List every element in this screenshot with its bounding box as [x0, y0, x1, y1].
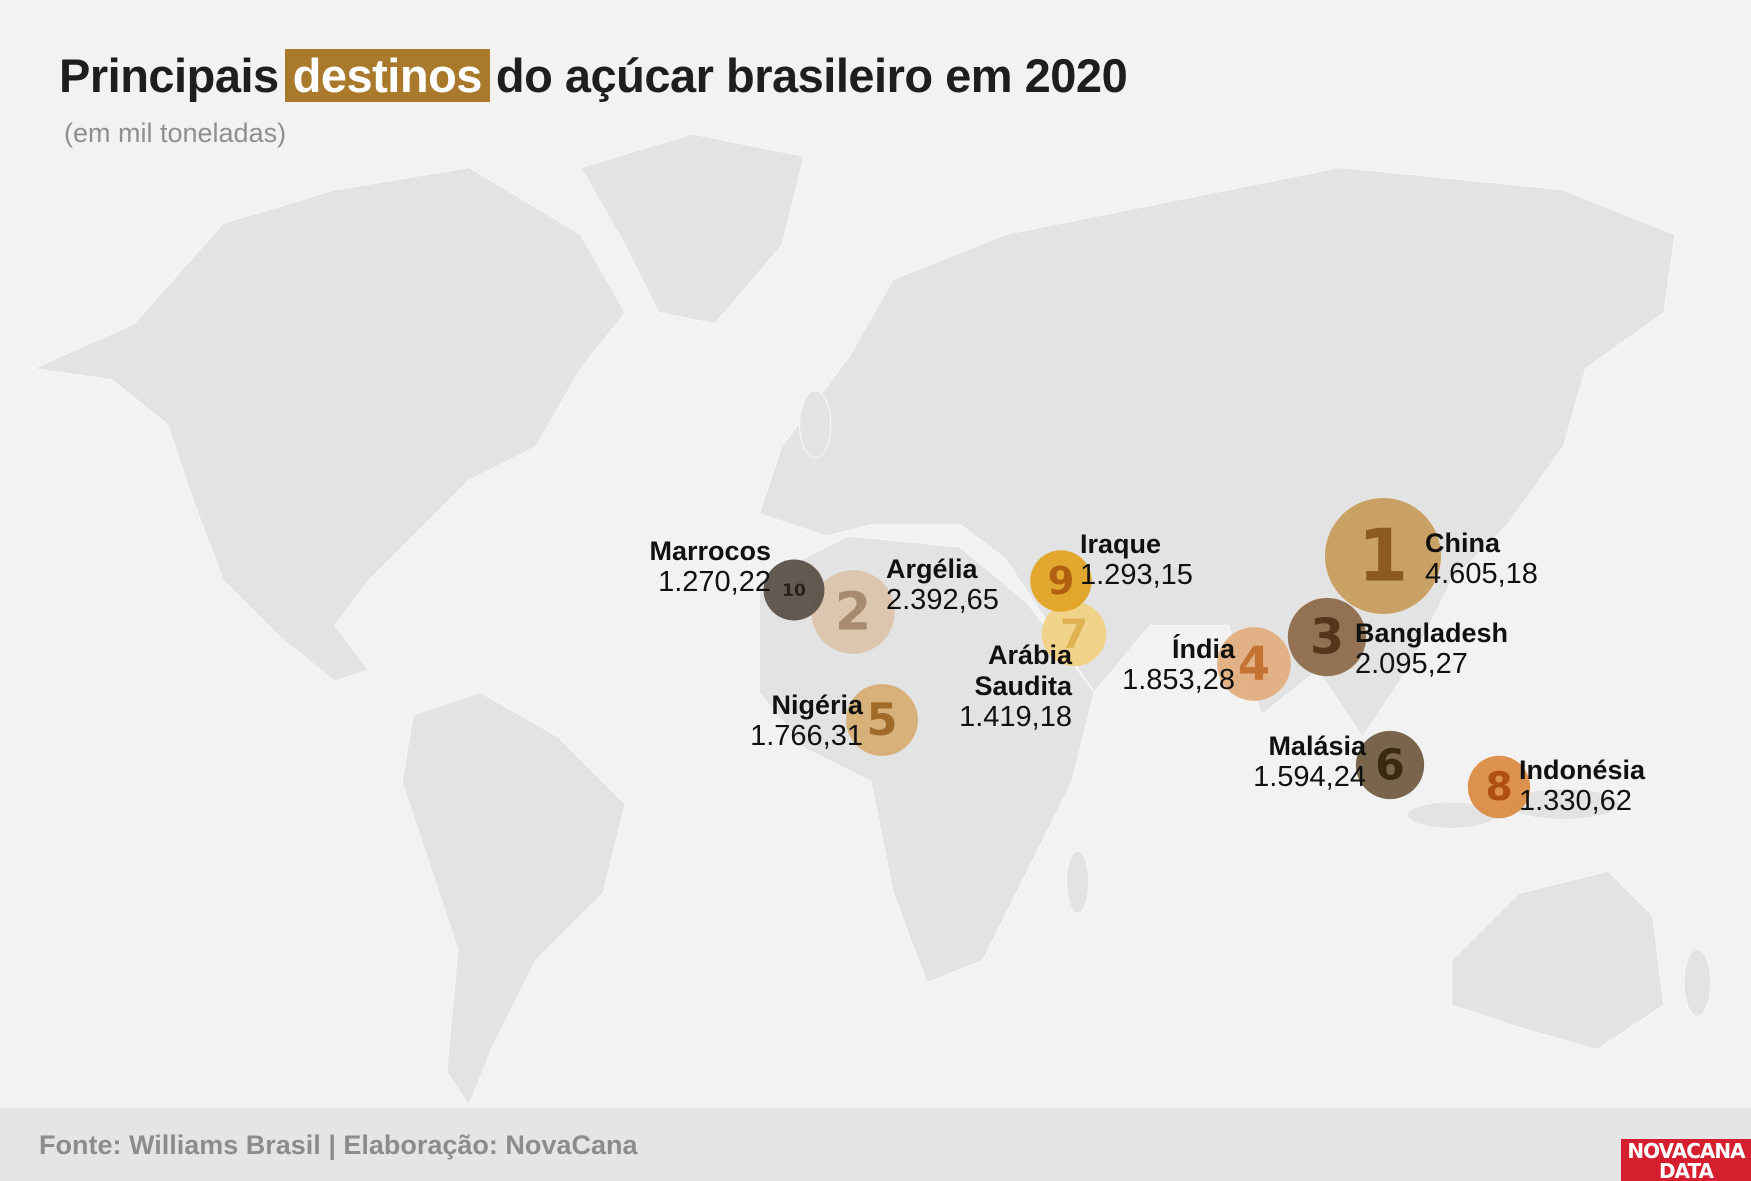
bubble — [1041, 601, 1107, 667]
country-label: Marrocos 1.270,22 — [649, 536, 771, 598]
world-map: 1 2 34 5 6 7 8 9 10 — [31, 133, 1712, 1107]
bubble — [1287, 597, 1367, 677]
country-label: Bangladesh 2.095,27 — [1355, 618, 1508, 680]
rank-number: 1 — [1358, 514, 1408, 598]
country-value: 1.594,24 — [1253, 761, 1366, 793]
rank-number: 3 — [1310, 608, 1344, 665]
country-label: Índia 1.853,28 — [1122, 634, 1235, 696]
country-label: Nigéria 1.766,31 — [750, 690, 863, 752]
country-name: Bangladesh — [1355, 618, 1509, 648]
country-value: 2.392,65 — [886, 584, 999, 616]
title: Principais destinos do açúcar brasileiro e… — [59, 48, 1128, 103]
rank-number: 7 — [1060, 612, 1088, 658]
bubble — [1324, 497, 1442, 615]
rank-number: 5 — [866, 693, 897, 746]
bubble — [811, 570, 895, 654]
country-name: Arábia Saudita — [974, 640, 1072, 701]
north-america — [31, 166, 627, 682]
island — [1683, 948, 1712, 1017]
logo: NOVACANA DATA — [1621, 1139, 1751, 1181]
country-value: 1.853,28 — [1122, 664, 1235, 696]
continents — [31, 133, 1712, 1107]
subtitle: (em mil toneladas) — [64, 118, 287, 148]
country-name: Argélia — [886, 554, 978, 584]
australia — [1451, 870, 1665, 1051]
country-value: 2.095,27 — [1355, 648, 1468, 680]
rank-number: 9 — [1048, 559, 1075, 604]
country-value: 4.605,18 — [1425, 558, 1538, 590]
eurasia — [758, 166, 1676, 739]
country-name: Indonésia — [1519, 755, 1646, 785]
island — [798, 390, 832, 459]
logo-text: DATA — [1658, 1159, 1714, 1181]
bubble — [1217, 627, 1291, 701]
bubbles: 1 2 34 5 6 7 8 9 10 — [763, 497, 1531, 819]
logo-text: NOVACANA — [1627, 1139, 1745, 1163]
country-label: Arábia Saudita 1.419,18 — [959, 640, 1072, 733]
country-value: 1.270,22 — [658, 566, 771, 598]
island — [1065, 850, 1090, 915]
country-name: Nigéria — [771, 690, 863, 720]
greenland — [579, 133, 805, 325]
country-label: China 4.605,18 — [1425, 528, 1538, 590]
country-name: Malásia — [1268, 731, 1366, 761]
country-name: Marrocos — [649, 536, 771, 566]
title-highlight: destinos — [284, 49, 490, 102]
rank-number: 8 — [1485, 765, 1512, 810]
country-label: Indonésia 1.330,62 — [1519, 755, 1645, 817]
rank-number: 4 — [1238, 636, 1270, 690]
country-label: Malásia 1.594,24 — [1253, 731, 1366, 793]
country-value: 1.330,62 — [1519, 785, 1632, 817]
rank-number: 2 — [835, 582, 871, 643]
title-part: Principais — [59, 49, 279, 102]
country-value: 1.766,31 — [750, 720, 863, 752]
rank-number: 10 — [782, 581, 806, 601]
rank-number: 6 — [1375, 740, 1405, 790]
country-name: Índia — [1171, 634, 1235, 664]
south-america — [401, 691, 626, 1107]
country-name: Iraque — [1080, 529, 1162, 559]
country-value: 1.293,15 — [1080, 559, 1193, 591]
footer: Fonte: Williams Brasil | Elaboração: Nov… — [0, 1108, 1751, 1181]
country-label: Iraque 1.293,15 — [1080, 529, 1193, 591]
country-value: 1.419,18 — [959, 701, 1072, 733]
bubble — [1467, 755, 1531, 819]
bubble — [1030, 550, 1092, 612]
bubble — [1355, 730, 1425, 800]
country-label: Argélia 2.392,65 — [886, 554, 999, 616]
bubble — [763, 559, 825, 621]
bubble — [846, 684, 918, 756]
source: Fonte: Williams Brasil | Elaboração: Nov… — [39, 1130, 638, 1160]
country-name: China — [1425, 528, 1501, 558]
title-part: do açúcar brasileiro em 2020 — [495, 49, 1128, 102]
